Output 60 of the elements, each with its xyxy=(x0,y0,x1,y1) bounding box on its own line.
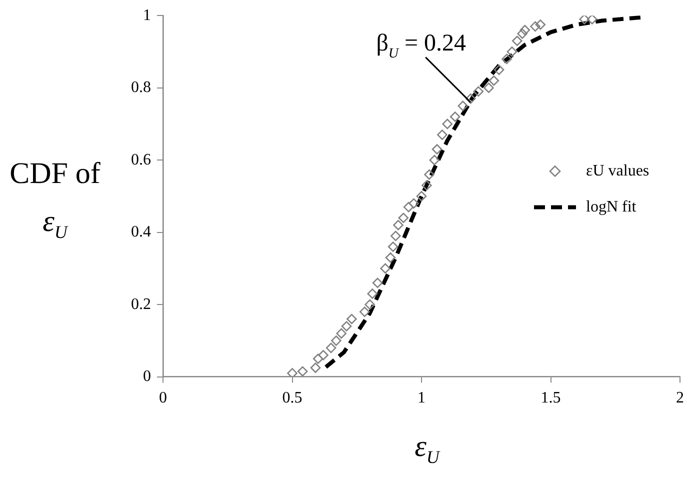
point xyxy=(297,366,308,377)
point xyxy=(437,130,448,140)
point xyxy=(429,154,440,166)
point xyxy=(422,180,432,191)
y-tick-label: 0 xyxy=(143,368,151,386)
point xyxy=(586,16,598,24)
point xyxy=(442,118,452,130)
legend-label: logN fit xyxy=(586,198,637,216)
x-axis-title: ε$_{U}$ xyxy=(414,430,442,468)
x-tick-label: 1.5 xyxy=(540,390,561,407)
point xyxy=(465,94,476,104)
point xyxy=(450,112,460,122)
point xyxy=(512,36,522,46)
point xyxy=(458,100,468,112)
point xyxy=(390,230,401,242)
point xyxy=(380,263,390,274)
point xyxy=(484,82,494,93)
point xyxy=(346,314,357,324)
point xyxy=(336,328,347,339)
point xyxy=(341,321,352,332)
point xyxy=(416,191,427,202)
x-tick-label: 0.5 xyxy=(282,390,302,407)
y-tick-label: 0.2 xyxy=(131,296,151,313)
point xyxy=(312,354,324,364)
point xyxy=(359,306,370,317)
point xyxy=(488,75,500,86)
y-tick-label: 0.8 xyxy=(131,79,151,96)
y-axis-title: CDF of ε$_{U}$ xyxy=(8,156,102,244)
point xyxy=(287,368,298,377)
point xyxy=(326,342,336,354)
x-tick-label: 2 xyxy=(676,390,684,407)
point xyxy=(367,288,378,299)
x-tick-label: 0 xyxy=(159,390,167,407)
x-tick-label: 1 xyxy=(418,390,426,407)
point xyxy=(506,46,518,57)
y-tick-label: 0.6 xyxy=(131,151,151,168)
point xyxy=(579,16,590,24)
point xyxy=(364,299,375,310)
point xyxy=(517,28,528,39)
point xyxy=(318,350,328,360)
y-tick-label: 1 xyxy=(143,6,151,24)
point xyxy=(331,336,342,346)
point xyxy=(502,54,512,64)
point xyxy=(535,19,546,30)
point xyxy=(424,169,434,180)
y-tick-label: 0.4 xyxy=(131,224,151,241)
point xyxy=(372,278,383,288)
point xyxy=(520,24,530,36)
point xyxy=(393,220,404,230)
point xyxy=(494,64,504,75)
point xyxy=(310,362,321,373)
point xyxy=(403,202,414,212)
legend-label: εU values xyxy=(586,162,650,180)
point xyxy=(388,242,398,252)
point xyxy=(473,86,484,97)
point xyxy=(408,198,419,209)
point xyxy=(530,21,540,32)
point xyxy=(398,212,409,224)
point xyxy=(385,252,396,263)
point xyxy=(432,144,442,154)
